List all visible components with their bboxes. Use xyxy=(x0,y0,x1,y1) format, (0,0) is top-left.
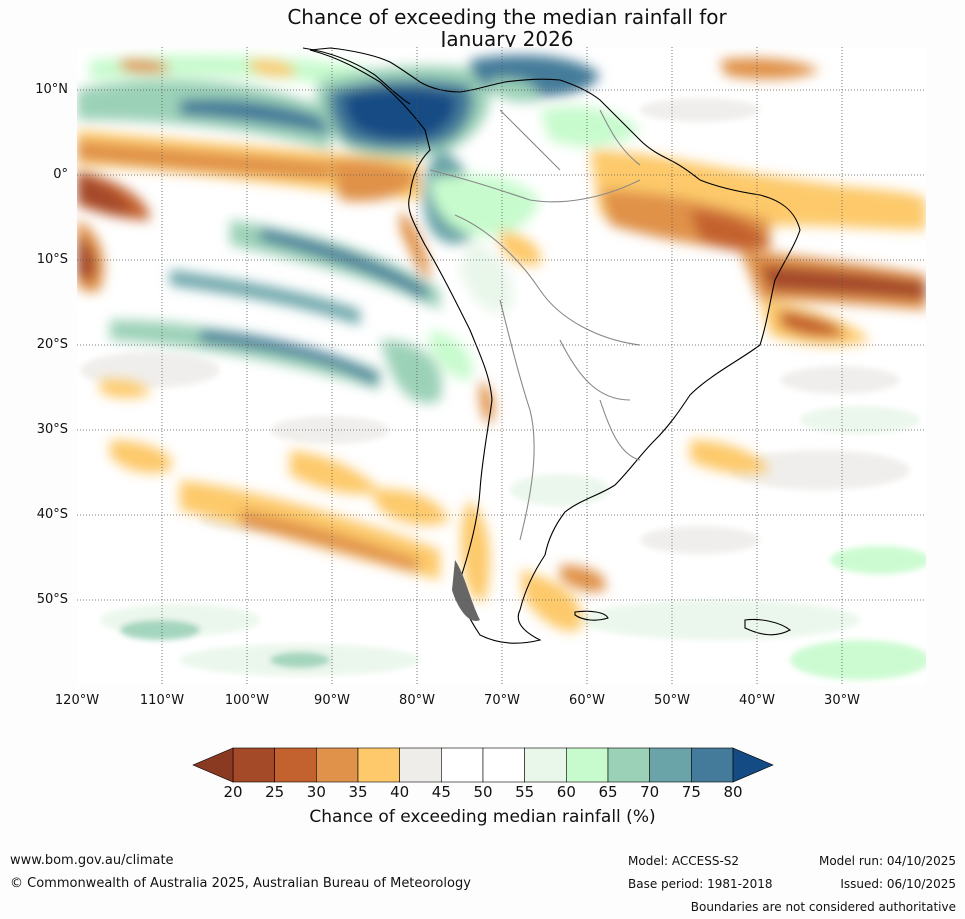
lon-label-100w: 100°W xyxy=(224,693,270,708)
colorbar-cell xyxy=(482,747,525,783)
lon-label-50w: 50°W xyxy=(654,693,690,708)
lon-label-40w: 40°W xyxy=(739,693,775,708)
colorbar-cell xyxy=(399,747,442,783)
colorbar-cell xyxy=(607,747,650,783)
footer-base-period: Base period: 1981-2018 xyxy=(628,877,773,891)
colorbar-tick-label: 45 xyxy=(431,783,451,801)
lon-label-80w: 80°W xyxy=(399,693,435,708)
colorbar-tick-label: 20 xyxy=(223,783,243,801)
title-line-2: January 2026 xyxy=(440,27,574,51)
colorbar-tick-label: 60 xyxy=(556,783,576,801)
colorbar-cell xyxy=(441,747,484,783)
colorbar-tick-label: 75 xyxy=(681,783,701,801)
colorbar-cell xyxy=(274,747,317,783)
footer-issued: Issued: 06/10/2025 xyxy=(840,877,956,891)
lon-label-70w: 70°W xyxy=(484,693,520,708)
footer-model-run: Model run: 04/10/2025 xyxy=(818,854,956,868)
gridlines xyxy=(77,47,926,685)
colorbar-cell xyxy=(649,747,692,783)
lat-label-10s: 10°S xyxy=(36,252,68,267)
lat-label-40s: 40°S xyxy=(36,507,68,522)
colorbar-cell xyxy=(232,747,275,783)
footer-url: www.bom.gov.au/climate xyxy=(10,853,174,868)
lon-label-90w: 90°W xyxy=(314,693,350,708)
colorbar-under-arrow xyxy=(192,747,234,783)
colorbar-cell xyxy=(316,747,359,783)
colorbar-cell xyxy=(691,747,734,783)
colorbar-cell xyxy=(566,747,609,783)
colorbar-tick-label: 80 xyxy=(723,783,743,801)
colorbar-tick-label: 55 xyxy=(515,783,535,801)
colorbar-cell xyxy=(357,747,400,783)
lat-label-30s: 30°S xyxy=(36,422,68,437)
lat-label-10n: 10°N xyxy=(35,82,68,97)
colorbar-cell xyxy=(524,747,567,783)
colorbar-tick-label: 35 xyxy=(348,783,368,801)
footer-disclaimer: Boundaries are not considered authoritat… xyxy=(690,900,956,914)
lat-label-0: 0° xyxy=(53,167,68,182)
colorbar-over-arrow xyxy=(732,747,774,783)
colorbar-label: Chance of exceeding median rainfall (%) xyxy=(309,807,656,827)
colorbar-tick-label: 50 xyxy=(473,783,493,801)
title-line-1: Chance of exceeding the median rainfall … xyxy=(287,5,727,29)
coastlines xyxy=(302,47,801,644)
footer-model: Model: ACCESS-S2 xyxy=(628,854,740,868)
country-borders xyxy=(429,109,641,541)
lon-label-60w: 60°W xyxy=(569,693,605,708)
lon-label-110w: 110°W xyxy=(139,693,185,708)
lat-label-20s: 20°S xyxy=(36,337,68,352)
lon-label-120w: 120°W xyxy=(54,693,100,708)
colorbar-tick-label: 30 xyxy=(306,783,326,801)
lat-label-50s: 50°S xyxy=(36,592,68,607)
footer-copyright: © Commonwealth of Australia 2025, Austra… xyxy=(10,876,471,891)
colorbar-tick-label: 70 xyxy=(640,783,660,801)
colorbar-tick-label: 25 xyxy=(265,783,285,801)
lon-label-30w: 30°W xyxy=(824,693,860,708)
colorbar-tick-label: 40 xyxy=(390,783,410,801)
colorbar-tick-label: 65 xyxy=(598,783,618,801)
